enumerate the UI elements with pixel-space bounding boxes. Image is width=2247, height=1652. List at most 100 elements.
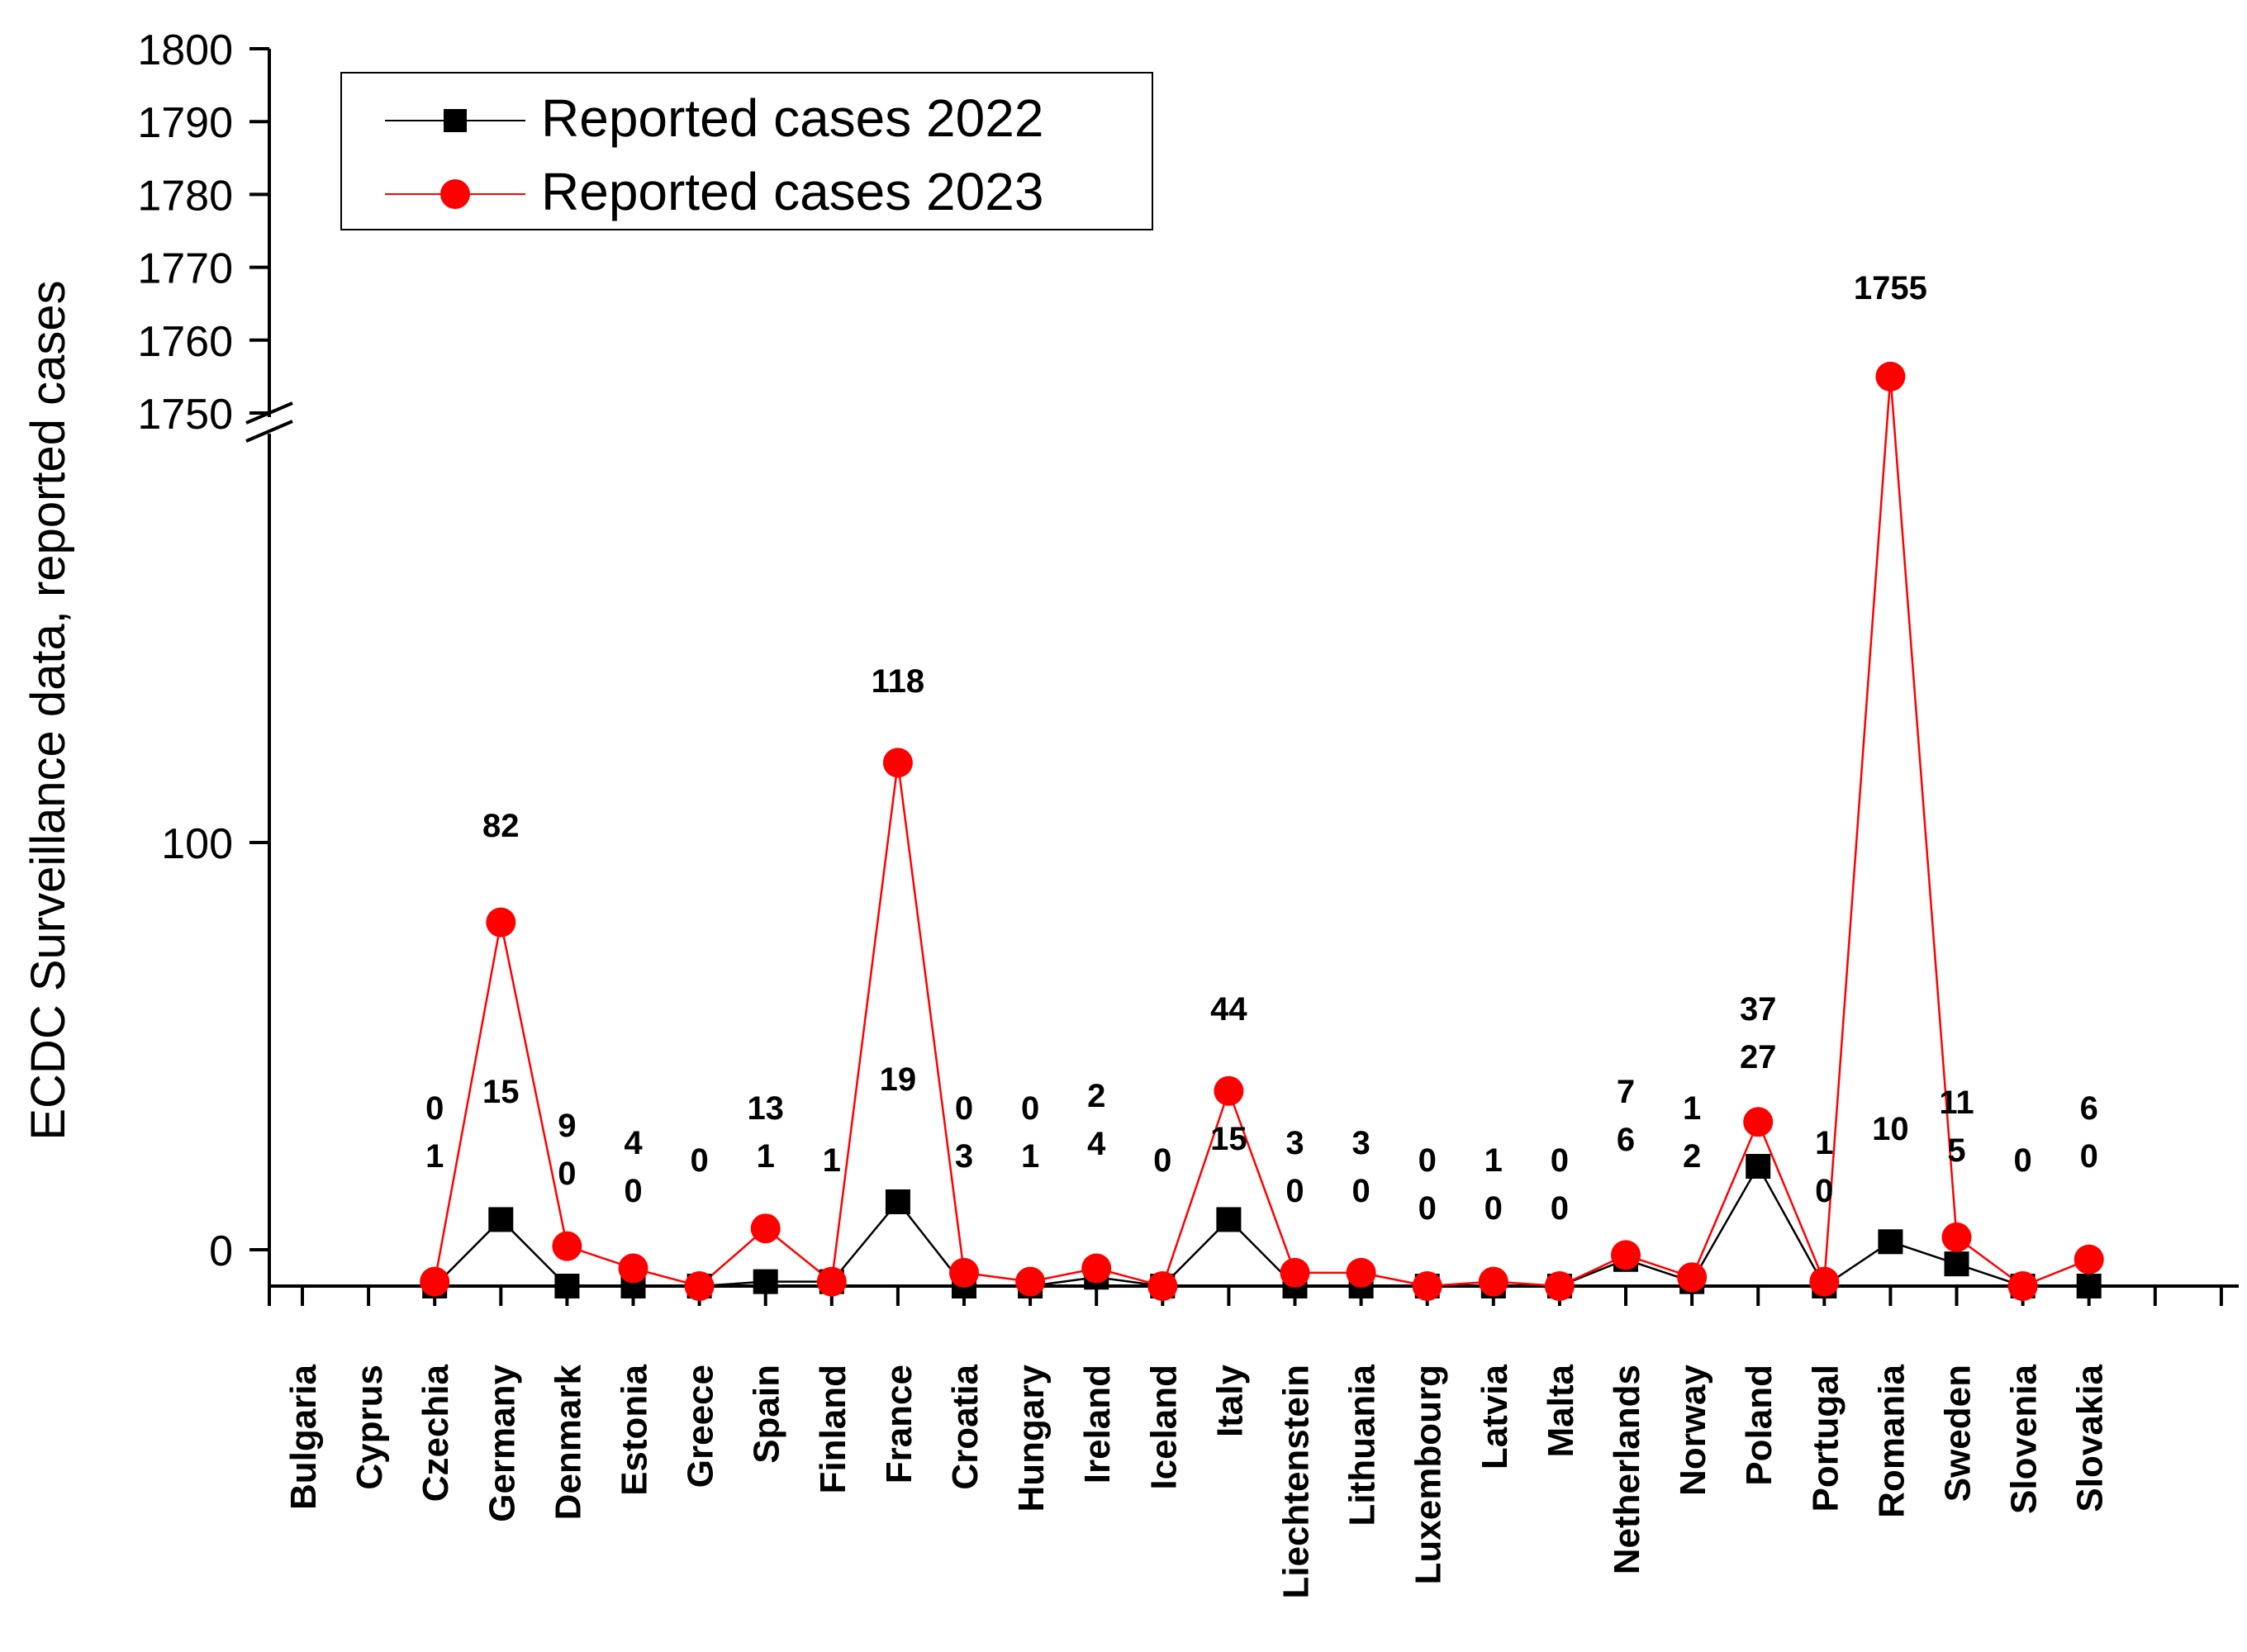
data-label: 3: [955, 1138, 973, 1175]
x-category-label: Hungary: [1011, 1364, 1052, 1512]
x-category-label: Czechia: [416, 1364, 456, 1502]
data-label: 11: [1939, 1085, 1974, 1121]
x-category-label: Italy: [1209, 1364, 1250, 1437]
y-tick-label: 1760: [137, 318, 233, 366]
data-label: 1: [1485, 1142, 1503, 1179]
data-label: 1: [425, 1138, 444, 1175]
marker-2023: [1809, 1266, 1840, 1297]
data-label: 10: [1872, 1111, 1909, 1147]
data-label: 0: [1021, 1090, 1039, 1127]
x-category-label: Finland: [813, 1365, 853, 1493]
data-label: 0: [624, 1173, 642, 1209]
marker-2023: [1412, 1271, 1442, 1301]
y-tick-label: 1770: [137, 245, 233, 293]
marker-2023: [1346, 1257, 1376, 1288]
x-category-label: Bulgaria: [283, 1364, 324, 1510]
x-category-label: Slovakia: [2070, 1364, 2111, 1512]
data-label: 1: [1021, 1138, 1039, 1175]
legend: Reported cases 2022 Reported cases 2023: [340, 72, 1153, 230]
data-label: 0: [1352, 1173, 1370, 1209]
series-markers: [420, 361, 2104, 1301]
data-label: 2: [1683, 1138, 1701, 1175]
data-label: 0: [955, 1090, 973, 1127]
legend-marker-2022: [444, 109, 467, 132]
marker-2023: [552, 1231, 582, 1261]
x-category-label: Spain: [747, 1365, 787, 1464]
data-label: 9: [558, 1108, 576, 1144]
data-label: 0: [2080, 1138, 2098, 1175]
legend-marker-2023: [440, 179, 470, 209]
x-category-label: Sweden: [1938, 1365, 1979, 1502]
x-category-label: Greece: [681, 1365, 721, 1488]
data-label: 0: [1418, 1142, 1437, 1179]
legend-label-2022: Reported cases 2022: [541, 88, 1043, 148]
data-label: 0: [2013, 1142, 2031, 1179]
data-label: 4: [1087, 1126, 1106, 1162]
x-category-label: Ireland: [1077, 1365, 1118, 1483]
x-category-label: Croatia: [945, 1364, 986, 1489]
series-lines: [433, 376, 2090, 1288]
data-label: 0: [1418, 1190, 1437, 1227]
data-label: 15: [1210, 1121, 1247, 1157]
data-label: 3: [1285, 1125, 1304, 1161]
data-label: 0: [1815, 1173, 1833, 1209]
series-line-2023: [433, 376, 2090, 1288]
marker-2023: [684, 1271, 715, 1301]
y-tick-label: 1800: [137, 26, 233, 74]
axis-break-mark: [245, 420, 293, 443]
x-category-label: Estonia: [615, 1364, 655, 1495]
x-category-label: Germany: [482, 1364, 522, 1521]
marker-2023: [750, 1213, 781, 1244]
marker-2022: [1878, 1229, 1903, 1255]
marker-2022: [488, 1207, 514, 1232]
marker-2022: [1944, 1251, 1969, 1277]
x-category-label: Norway: [1673, 1364, 1713, 1495]
data-label: 0: [1153, 1142, 1171, 1179]
marker-2023: [1544, 1271, 1575, 1301]
x-category-labels: Bulgaria Cyprus Czechia Germany Denmark Eston…: [283, 1364, 2111, 1598]
x-category-label: Slovenia: [2004, 1364, 2045, 1513]
data-label: 1: [823, 1142, 841, 1179]
data-label: 1: [1683, 1090, 1701, 1127]
marker-2023: [1743, 1107, 1774, 1137]
data-label: 82: [482, 808, 520, 844]
y-tick-label: 1790: [137, 99, 233, 147]
x-category-label: Poland: [1739, 1365, 1779, 1486]
data-label: 0: [425, 1090, 444, 1127]
legend-label-2023: Reported cases 2023: [541, 162, 1043, 221]
data-label: 3: [1352, 1125, 1370, 1161]
x-category-label: Luxembourg: [1409, 1365, 1449, 1584]
data-label: 2: [1087, 1078, 1105, 1114]
marker-2022: [554, 1274, 580, 1298]
data-label: 0: [1485, 1190, 1503, 1227]
data-label: 6: [2080, 1090, 2098, 1127]
marker-2023: [1611, 1240, 1641, 1270]
x-category-label: Portugal: [1805, 1365, 1846, 1512]
marker-2023: [1147, 1271, 1178, 1301]
marker-2023: [2007, 1271, 2038, 1301]
marker-2023: [2074, 1244, 2104, 1275]
marker-2023: [1875, 361, 1906, 392]
y-tick-label: 1750: [137, 391, 233, 439]
x-category-label: Netherlands: [1607, 1365, 1647, 1574]
marker-2023: [882, 748, 913, 778]
y-axis-title: ECDC Surveillance data, reported cases: [21, 280, 75, 1140]
y-tick-label: 1780: [137, 172, 233, 220]
marker-2023: [420, 1266, 450, 1297]
data-label: 4: [624, 1125, 643, 1161]
marker-2023: [1081, 1253, 1112, 1284]
data-label: 13: [747, 1090, 784, 1127]
x-category-label: Cyprus: [349, 1365, 390, 1490]
data-label: 15: [482, 1074, 520, 1110]
data-label: 5: [1947, 1132, 1965, 1169]
marker-2023: [1214, 1075, 1244, 1106]
marker-2023: [949, 1257, 979, 1288]
data-label: 0: [1285, 1173, 1304, 1209]
y-tick-label: 0: [209, 1227, 233, 1275]
data-label: 0: [1551, 1142, 1569, 1179]
marker-2023: [1280, 1257, 1310, 1288]
marker-2023: [618, 1253, 648, 1284]
marker-2023: [1015, 1266, 1046, 1297]
